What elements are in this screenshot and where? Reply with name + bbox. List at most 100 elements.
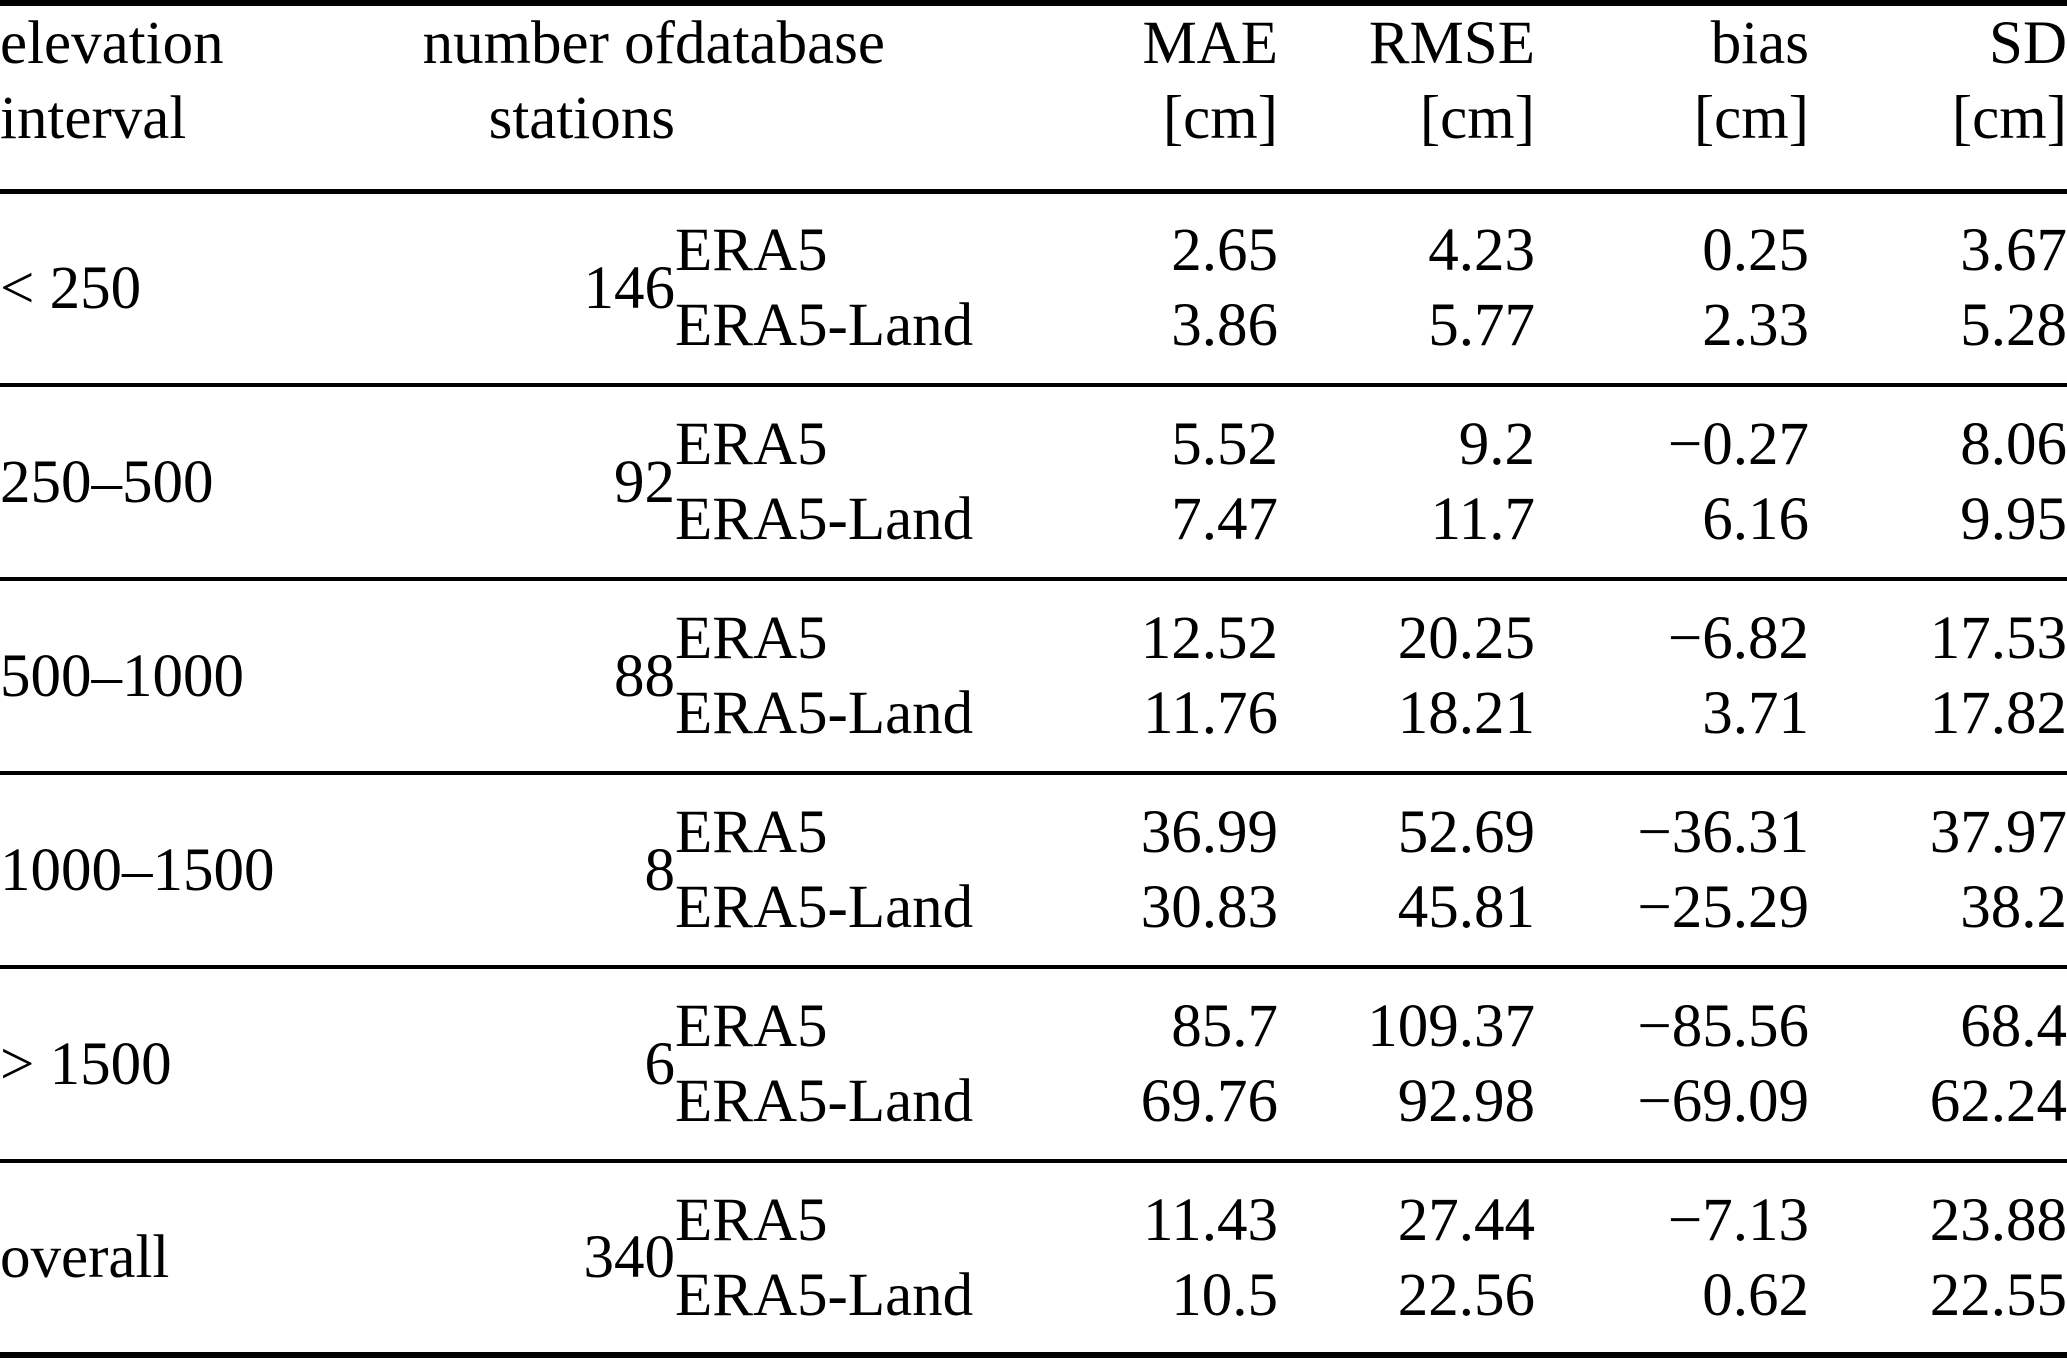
sd-era5-value: 17.53 xyxy=(1929,605,2067,672)
header-line: [cm] xyxy=(1951,85,2067,152)
database-era5land-label: ERA5-Land xyxy=(675,1261,974,1329)
rmse-era5land-value: 45.81 xyxy=(1397,874,1535,941)
rmse-era5land-value: 92.98 xyxy=(1397,1068,1535,1135)
rmse-cell: 27.44 22.56 xyxy=(1278,1161,1535,1355)
table-row: > 1500 6 ERA5 ERA5-Land 85.7 69.76 109.3… xyxy=(0,967,2067,1161)
header-line: [cm] xyxy=(1419,85,1535,152)
header-line: RMSE xyxy=(1368,10,1535,77)
database-era5land-label: ERA5-Land xyxy=(675,1068,974,1135)
stations-count-value: 340 xyxy=(583,1224,676,1291)
rmse-era5-value: 27.44 xyxy=(1397,1186,1535,1254)
header-line: stations xyxy=(488,85,675,152)
mae-cell: 85.7 69.76 xyxy=(1020,967,1278,1161)
mae-cell: 11.43 10.5 xyxy=(1020,1161,1278,1355)
table-row: < 250 146 ERA5 ERA5-Land 2.65 3.86 4.23 … xyxy=(0,191,2067,385)
sd-cell: 37.97 38.2 xyxy=(1809,773,2067,967)
stations-count-cell: 8 xyxy=(405,773,676,967)
mae-cell: 5.52 7.47 xyxy=(1020,385,1278,579)
mae-era5-value: 85.7 xyxy=(1171,993,1278,1060)
table-header: elevation interval number of stations da… xyxy=(0,3,2067,191)
bias-era5-value: 0.25 xyxy=(1702,217,1809,285)
header-line: database xyxy=(675,10,885,77)
mae-era5land-value: 69.76 xyxy=(1140,1068,1278,1135)
mae-era5-value: 5.52 xyxy=(1171,411,1278,478)
bias-era5land-value: −69.09 xyxy=(1637,1068,1809,1135)
sd-cell: 68.4 62.24 xyxy=(1809,967,2067,1161)
mae-era5-value: 36.99 xyxy=(1140,799,1278,866)
elevation-interval-value: 250–500 xyxy=(0,448,214,516)
database-cell: ERA5 ERA5-Land xyxy=(675,1161,1020,1355)
mae-cell: 2.65 3.86 xyxy=(1020,191,1278,385)
header-line xyxy=(675,81,1020,156)
elevation-interval-cell: 250–500 xyxy=(0,385,405,579)
bias-era5land-value: −25.29 xyxy=(1637,874,1809,941)
database-era5-label: ERA5 xyxy=(675,605,828,672)
rmse-cell: 9.2 11.7 xyxy=(1278,385,1536,579)
header-line: MAE xyxy=(1142,10,1278,77)
elevation-interval-value: 500–1000 xyxy=(0,642,244,710)
mae-era5-value: 12.52 xyxy=(1140,605,1278,672)
rmse-cell: 109.37 92.98 xyxy=(1278,967,1535,1161)
header-bias: bias [cm] xyxy=(1535,3,1809,191)
rmse-era5-value: 20.25 xyxy=(1397,605,1535,672)
header-elevation-interval: elevation interval xyxy=(0,3,405,191)
sd-era5land-value: 62.24 xyxy=(1929,1068,2067,1135)
database-cell: ERA5 ERA5-Land xyxy=(675,579,1020,773)
database-era5land-label: ERA5-Land xyxy=(675,874,974,941)
stations-count-cell: 146 xyxy=(405,191,676,385)
stations-count-value: 88 xyxy=(614,642,675,710)
mae-cell: 36.99 30.83 xyxy=(1020,773,1278,967)
stations-count-cell: 88 xyxy=(405,579,675,773)
elevation-interval-cell: 500–1000 xyxy=(0,579,405,773)
table-row: overall 340 ERA5 ERA5-Land 11.43 10.5 27… xyxy=(0,1161,2067,1355)
database-era5-label: ERA5 xyxy=(675,799,828,866)
header-line: [cm] xyxy=(1162,85,1278,152)
rmse-era5land-value: 22.56 xyxy=(1397,1261,1535,1329)
bias-era5-value: −85.56 xyxy=(1637,993,1809,1060)
database-era5land-label: ERA5-Land xyxy=(675,486,974,553)
header-line: number of xyxy=(422,10,675,77)
mae-cell: 12.52 11.76 xyxy=(1020,579,1278,773)
mae-era5land-value: 30.83 xyxy=(1140,874,1278,941)
header-database: database xyxy=(675,3,1020,191)
rmse-era5-value: 109.37 xyxy=(1367,993,1535,1060)
elevation-interval-value: overall xyxy=(0,1224,170,1291)
elevation-interval-cell: overall xyxy=(0,1161,405,1355)
rmse-era5land-value: 5.77 xyxy=(1428,292,1535,360)
header-sd: SD [cm] xyxy=(1809,3,2067,191)
rmse-era5land-value: 11.7 xyxy=(1430,486,1536,553)
rmse-cell: 52.69 45.81 xyxy=(1278,773,1535,967)
mae-era5-value: 2.65 xyxy=(1171,217,1278,285)
stations-count-value: 8 xyxy=(644,836,676,904)
header-line: elevation xyxy=(0,10,224,77)
header-mae: MAE [cm] xyxy=(1020,3,1278,191)
elevation-interval-cell: > 1500 xyxy=(0,967,405,1161)
stations-count-value: 146 xyxy=(583,254,676,322)
bias-era5-value: −6.82 xyxy=(1667,605,1809,672)
elevation-interval-cell: 1000–1500 xyxy=(0,773,405,967)
database-era5-label: ERA5 xyxy=(675,1186,828,1254)
sd-era5-value: 37.97 xyxy=(1929,799,2067,866)
table-row: 250–500 92 ERA5 ERA5-Land 5.52 7.47 9.2 … xyxy=(0,385,2067,579)
header-number-of-stations: number of stations xyxy=(405,3,675,191)
elevation-interval-value: < 250 xyxy=(0,254,142,322)
bias-era5land-value: 2.33 xyxy=(1702,292,1809,360)
rmse-cell: 4.23 5.77 xyxy=(1278,191,1535,385)
header-line: SD xyxy=(1989,10,2067,77)
bias-era5land-value: 3.71 xyxy=(1702,680,1809,747)
table-body: < 250 146 ERA5 ERA5-Land 2.65 3.86 4.23 … xyxy=(0,191,2067,1355)
bias-era5-value: −0.27 xyxy=(1667,411,1809,478)
bias-era5land-value: 0.62 xyxy=(1702,1261,1809,1329)
rmse-cell: 20.25 18.21 xyxy=(1278,579,1535,773)
database-era5-label: ERA5 xyxy=(675,217,828,285)
elevation-interval-value: 1000–1500 xyxy=(0,836,275,904)
sd-era5land-value: 5.28 xyxy=(1960,292,2067,360)
database-cell: ERA5 ERA5-Land xyxy=(675,773,1020,967)
mae-era5-value: 11.43 xyxy=(1143,1186,1278,1254)
elevation-interval-value: > 1500 xyxy=(0,1030,172,1098)
sd-cell: 17.53 17.82 xyxy=(1809,579,2067,773)
database-era5land-label: ERA5-Land xyxy=(675,680,974,747)
bias-era5-value: −7.13 xyxy=(1667,1186,1809,1254)
